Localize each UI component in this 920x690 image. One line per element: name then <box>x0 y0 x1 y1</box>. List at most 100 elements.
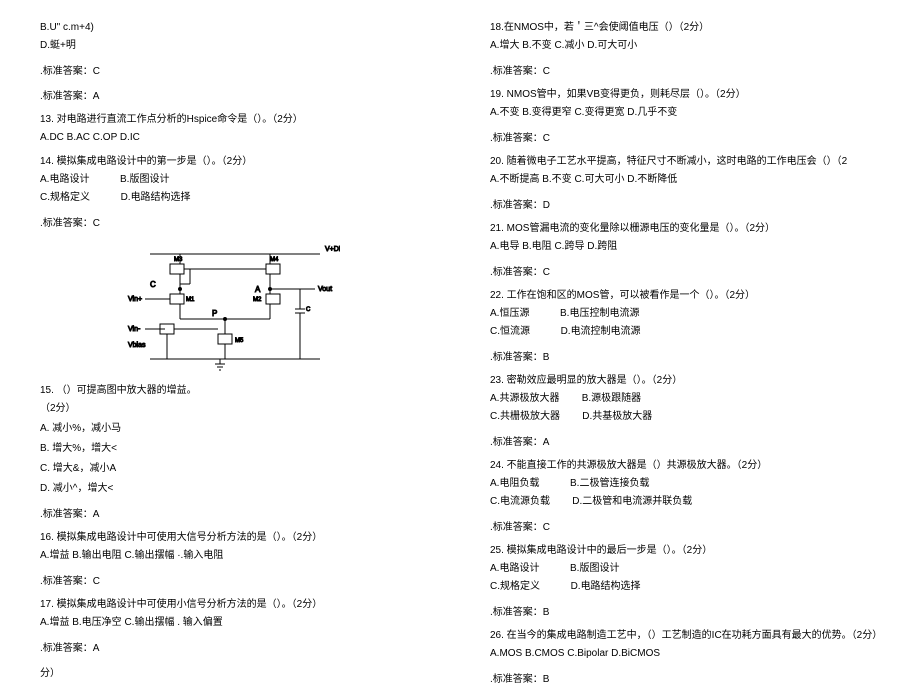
svg-text:M2: M2 <box>253 297 262 303</box>
q23-answer: .标准答案：A <box>490 433 880 448</box>
q21-text: 21. MOS管漏电流的变化量除以栅源电压的变化量是（）。（2分） <box>490 221 880 237</box>
svg-text:C: C <box>306 307 311 313</box>
q23-option-d: D.共基极放大器 <box>582 411 652 422</box>
q14-options-row1: A.电路设计 B.版图设计 <box>40 172 430 188</box>
q26-text: 26. 在当今的集成电路制造工艺中，（）工艺制造的IC在功耗方面具有最大的优势。… <box>490 628 880 644</box>
q24-option-c: C.电流源负载 <box>490 496 550 507</box>
q12-option-b: B.U" c.m+4) <box>40 20 430 36</box>
svg-text:Vout: Vout <box>318 286 332 293</box>
q16-answer: .标准答案：C <box>40 572 430 587</box>
q16: 16. 模拟集成电路设计中可使用大信号分析方法的是（）。（2分） A.增益 B.… <box>40 530 430 564</box>
q24-answer: .标准答案：C <box>490 518 880 533</box>
q14: 14. 模拟集成电路设计中的第一步是（）。（2分） A.电路设计 B.版图设计 … <box>40 154 430 206</box>
q25-options-row2: C.规格定义 D.电路结构选择 <box>490 579 880 595</box>
q22: 22. 工作在饱和区的MOS管，可以被看作是一个（）。（2分） A.恒压源 B.… <box>490 288 880 340</box>
q22-option-c: C.恒流源 <box>490 326 530 337</box>
q14-option-a: A.电路设计 <box>40 174 89 185</box>
svg-text:P: P <box>212 309 217 318</box>
q16-text: 16. 模拟集成电路设计中可使用大信号分析方法的是（）。（2分） <box>40 530 430 546</box>
q19-options: A.不变 B.变得更窄 C.变得更宽 D.几乎不变 <box>490 105 880 121</box>
q17-tail: 分） <box>40 664 430 679</box>
q22-options-row2: C.恒流源 D.电流控制电流源 <box>490 324 880 340</box>
q25-option-b: B.版图设计 <box>570 563 619 574</box>
svg-text:Vin-: Vin- <box>128 326 141 333</box>
svg-text:M4: M4 <box>270 257 279 263</box>
q26-options: A.MOS B.CMOS C.Bipolar D.BiCMOS <box>490 646 880 662</box>
q18-options: A.增大 B.不变 C.减小 D.可大可小 <box>490 38 880 54</box>
q23-option-c: C.共栅极放大器 <box>490 411 560 422</box>
q15-option-d: D. 减小^，增大< <box>40 481 430 497</box>
q14-options-row2: C.规格定义 D.电路结构选择 <box>40 190 430 206</box>
q22-text: 22. 工作在饱和区的MOS管，可以被看作是一个（）。（2分） <box>490 288 880 304</box>
right-column: 18.在NMOS中，若＇三^会使阈值电压（）（2分） A.增大 B.不变 C.减… <box>490 20 880 670</box>
q17: 17. 模拟集成电路设计中可使用小信号分析方法的是（）。（2分） A.增益 B.… <box>40 597 430 631</box>
q26-answer: .标准答案：B <box>490 670 880 685</box>
svg-text:Vin+: Vin+ <box>128 296 142 303</box>
svg-text:C: C <box>150 280 156 289</box>
q23-option-a: A.共源极放大器 <box>490 393 559 404</box>
q22-option-d: D.电流控制电流源 <box>561 326 641 337</box>
q18: 18.在NMOS中，若＇三^会使阈值电压（）（2分） A.增大 B.不变 C.减… <box>490 20 880 54</box>
q20-answer: .标准答案：D <box>490 196 880 211</box>
svg-text:M1: M1 <box>186 297 195 303</box>
q23-option-b: B.源极跟随器 <box>582 393 641 404</box>
q21-answer: .标准答案：C <box>490 263 880 278</box>
q15-text: 15. （）可提高图中放大器的增益。 <box>40 383 430 399</box>
q15-option-c: C. 增大&，减小A <box>40 461 430 477</box>
q25-answer: .标准答案：B <box>490 603 880 618</box>
q15: 15. （）可提高图中放大器的增益。 （2分） A. 减小%，减小马 B. 增大… <box>40 383 430 497</box>
q14-option-d: D.电路结构选择 <box>121 192 191 203</box>
q17-answer: .标准答案：A <box>40 639 430 654</box>
q12-answer-1: .标准答案：C <box>40 62 430 77</box>
q24-options-row1: A.电阻负载 B.二极管连接负载 <box>490 476 880 492</box>
q23: 23. 密勒效应最明显的放大器是（）。（2分） A.共源极放大器 B.源极跟随器… <box>490 373 880 425</box>
q24-option-b: B.二极管连接负载 <box>570 478 649 489</box>
q25-option-d: D.电路结构选择 <box>571 581 641 592</box>
q22-options-row1: A.恒压源 B.电压控制电流源 <box>490 306 880 322</box>
q23-options-row1: A.共源极放大器 B.源极跟随器 <box>490 391 880 407</box>
q14-option-b: B.版图设计 <box>120 174 169 185</box>
q25-text: 25. 模拟集成电路设计中的最后一步是（）。（2分） <box>490 543 880 559</box>
q19-answer: .标准答案：C <box>490 129 880 144</box>
q12-fragment: B.U" c.m+4) D.蜓+明 <box>40 20 430 54</box>
q13-options: A.DC B.AC C.OP D.IC <box>40 130 430 146</box>
q15-points: （2分） <box>40 401 430 417</box>
q15-option-a: A. 减小%，减小马 <box>40 421 430 437</box>
q24-option-a: A.电阻负载 <box>490 478 539 489</box>
q24-option-d: D.二极管和电流源并联负载 <box>572 496 692 507</box>
q15-option-b: B. 增大%，增大< <box>40 441 430 457</box>
svg-text:Vbias: Vbias <box>128 342 146 349</box>
q25-options-row1: A.电路设计 B.版图设计 <box>490 561 880 577</box>
q23-text: 23. 密勒效应最明显的放大器是（）。（2分） <box>490 373 880 389</box>
q16-options: A.增益 B.输出电阻 C.输出摆幅 ·.输入电阻 <box>40 548 430 564</box>
circuit-diagram: V+DD M3 M4 C A <box>120 239 340 379</box>
q14-answer: .标准答案：C <box>40 214 430 229</box>
q25-option-a: A.电路设计 <box>490 563 539 574</box>
svg-text:A: A <box>255 285 261 294</box>
q22-option-a: A.恒压源 <box>490 308 529 319</box>
q14-option-c: C.规格定义 <box>40 192 90 203</box>
q12-answer-2: .标准答案：A <box>40 87 430 102</box>
q20-options: A.不断提高 B.不变 C.可大可小 D.不断降低 <box>490 172 880 188</box>
q13-text: 13. 对电路进行直流工作点分析的Hspice命令是（）。（2分） <box>40 112 430 128</box>
q14-text: 14. 模拟集成电路设计中的第一步是（）。（2分） <box>40 154 430 170</box>
q19: 19. NMOS管中，如果VB变得更负，则耗尽层（）。（2分） A.不变 B.变… <box>490 87 880 121</box>
q18-text: 18.在NMOS中，若＇三^会使阈值电压（）（2分） <box>490 20 880 36</box>
q12-option-d: D.蜓+明 <box>40 38 430 54</box>
svg-text:M5: M5 <box>235 338 244 344</box>
q25: 25. 模拟集成电路设计中的最后一步是（）。（2分） A.电路设计 B.版图设计… <box>490 543 880 595</box>
q23-options-row2: C.共栅极放大器 D.共基极放大器 <box>490 409 880 425</box>
left-column: B.U" c.m+4) D.蜓+明 .标准答案：C .标准答案：A 13. 对电… <box>40 20 430 670</box>
q13: 13. 对电路进行直流工作点分析的Hspice命令是（）。（2分） A.DC B… <box>40 112 430 146</box>
q20: 20. 随着微电子工艺水平提高，特征尺寸不断减小，这时电路的工作电压会（）（2 … <box>490 154 880 188</box>
svg-text:M3: M3 <box>174 257 183 263</box>
svg-text:V+DD: V+DD <box>325 246 340 253</box>
q22-answer: .标准答案：B <box>490 348 880 363</box>
q21-options: A.电导 B.电阻 C.跨导 D.跨阻 <box>490 239 880 255</box>
q19-text: 19. NMOS管中，如果VB变得更负，则耗尽层（）。（2分） <box>490 87 880 103</box>
q15-answer: .标准答案：A <box>40 505 430 520</box>
q17-text: 17. 模拟集成电路设计中可使用小信号分析方法的是（）。（2分） <box>40 597 430 613</box>
q17-options: A.增益 B.电压净空 C.输出摆幅 . 输入偏置 <box>40 615 430 631</box>
q26: 26. 在当今的集成电路制造工艺中，（）工艺制造的IC在功耗方面具有最大的优势。… <box>490 628 880 662</box>
q22-option-b: B.电压控制电流源 <box>560 308 639 319</box>
